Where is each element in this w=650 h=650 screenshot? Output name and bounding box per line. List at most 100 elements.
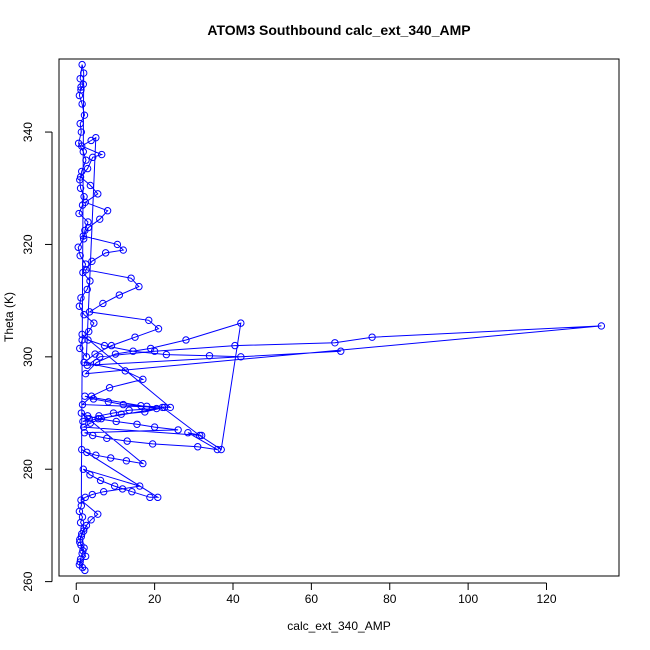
data-point: [146, 493, 154, 502]
data-point: [237, 353, 245, 361]
x-axis-label: calc_ext_340_AMP: [287, 619, 390, 633]
data-point: [131, 333, 139, 341]
data-point: [83, 412, 92, 420]
data-point: [80, 524, 88, 532]
data-point: [86, 181, 95, 190]
plot-area: [74, 60, 606, 575]
data-point: [152, 404, 161, 413]
data-point: [128, 488, 136, 496]
data-point: [119, 246, 127, 254]
data-point: [78, 336, 86, 344]
data-point: [107, 454, 115, 462]
data-point: [137, 402, 145, 410]
data-point: [77, 502, 86, 510]
data-point: [86, 471, 94, 479]
data-point: [79, 235, 88, 243]
data-point: [121, 367, 129, 375]
data-point: [217, 445, 225, 454]
data-point: [77, 128, 86, 136]
plot-frame: [58, 58, 620, 577]
data-point: [76, 344, 84, 353]
data-point: [148, 440, 157, 448]
data-point: [195, 431, 204, 440]
data-point: [96, 215, 104, 223]
data-point: [85, 308, 94, 316]
y-axis-label: Theta (K): [2, 292, 16, 342]
data-point: [213, 445, 222, 454]
data-point: [84, 223, 93, 232]
x-tick-label: 100: [458, 592, 478, 606]
data-point: [125, 406, 133, 414]
data-point: [88, 257, 96, 266]
data-point: [111, 350, 120, 358]
data-point: [80, 111, 89, 119]
data-point: [141, 408, 149, 416]
x-tick-label: 60: [305, 592, 319, 606]
y-tick-label: 260: [21, 571, 35, 591]
data-point: [99, 299, 107, 308]
y-axis: 260 280 300 320 340: [21, 122, 53, 592]
data-point: [79, 465, 87, 473]
data-point: [92, 358, 101, 367]
chart-title: ATOM3 Southbound calc_ext_340_AMP: [207, 22, 470, 38]
x-tick-label: 40: [226, 592, 240, 606]
x-tick-label: 120: [536, 592, 556, 606]
data-point: [89, 395, 98, 403]
data-point: [82, 156, 90, 164]
data-point: [81, 198, 89, 206]
data-point: [194, 443, 202, 451]
data-point: [103, 434, 111, 443]
data-point: [129, 347, 137, 355]
data-point: [182, 336, 190, 344]
series-points: [74, 60, 606, 575]
data-point: [84, 336, 92, 344]
data-point: [76, 74, 84, 83]
data-point: [127, 274, 135, 282]
data-point: [78, 100, 86, 108]
data-point: [78, 513, 87, 521]
data-point: [150, 347, 159, 355]
y-tick-label: 320: [21, 234, 35, 254]
data-point: [133, 420, 141, 428]
data-point: [79, 232, 87, 240]
data-point: [99, 488, 108, 496]
data-point: [78, 330, 86, 339]
data-point: [231, 341, 239, 350]
data-point: [83, 164, 92, 173]
data-point: [96, 353, 104, 361]
data-point: [597, 322, 606, 330]
data-point: [88, 490, 97, 499]
data-point: [90, 319, 98, 327]
data-point: [109, 409, 118, 417]
x-tick-label: 20: [148, 592, 162, 606]
x-tick-label: 80: [383, 592, 397, 606]
data-point: [79, 417, 87, 426]
data-point: [92, 451, 100, 459]
data-point: [135, 282, 143, 291]
x-axis: 0 20 40 60 80 100 120: [73, 582, 557, 606]
data-point: [83, 285, 91, 294]
data-point: [82, 266, 90, 274]
y-tick-label: 300: [21, 347, 35, 367]
data-point: [80, 192, 88, 201]
data-point: [83, 361, 91, 369]
data-point: [76, 173, 85, 181]
data-point: [78, 445, 86, 454]
data-point: [115, 291, 124, 299]
data-point: [104, 398, 113, 406]
data-point: [79, 423, 88, 431]
data-point: [77, 541, 85, 549]
data-point: [117, 410, 126, 418]
data-point: [331, 339, 339, 347]
data-point: [78, 400, 87, 409]
data-point: [105, 384, 114, 392]
data-point: [84, 218, 92, 226]
data-point: [81, 369, 90, 378]
data-point: [174, 426, 182, 434]
data-point: [78, 60, 86, 69]
data-point: [112, 417, 120, 426]
data-point: [94, 510, 102, 518]
data-point: [123, 437, 131, 445]
data-point: [77, 409, 86, 417]
